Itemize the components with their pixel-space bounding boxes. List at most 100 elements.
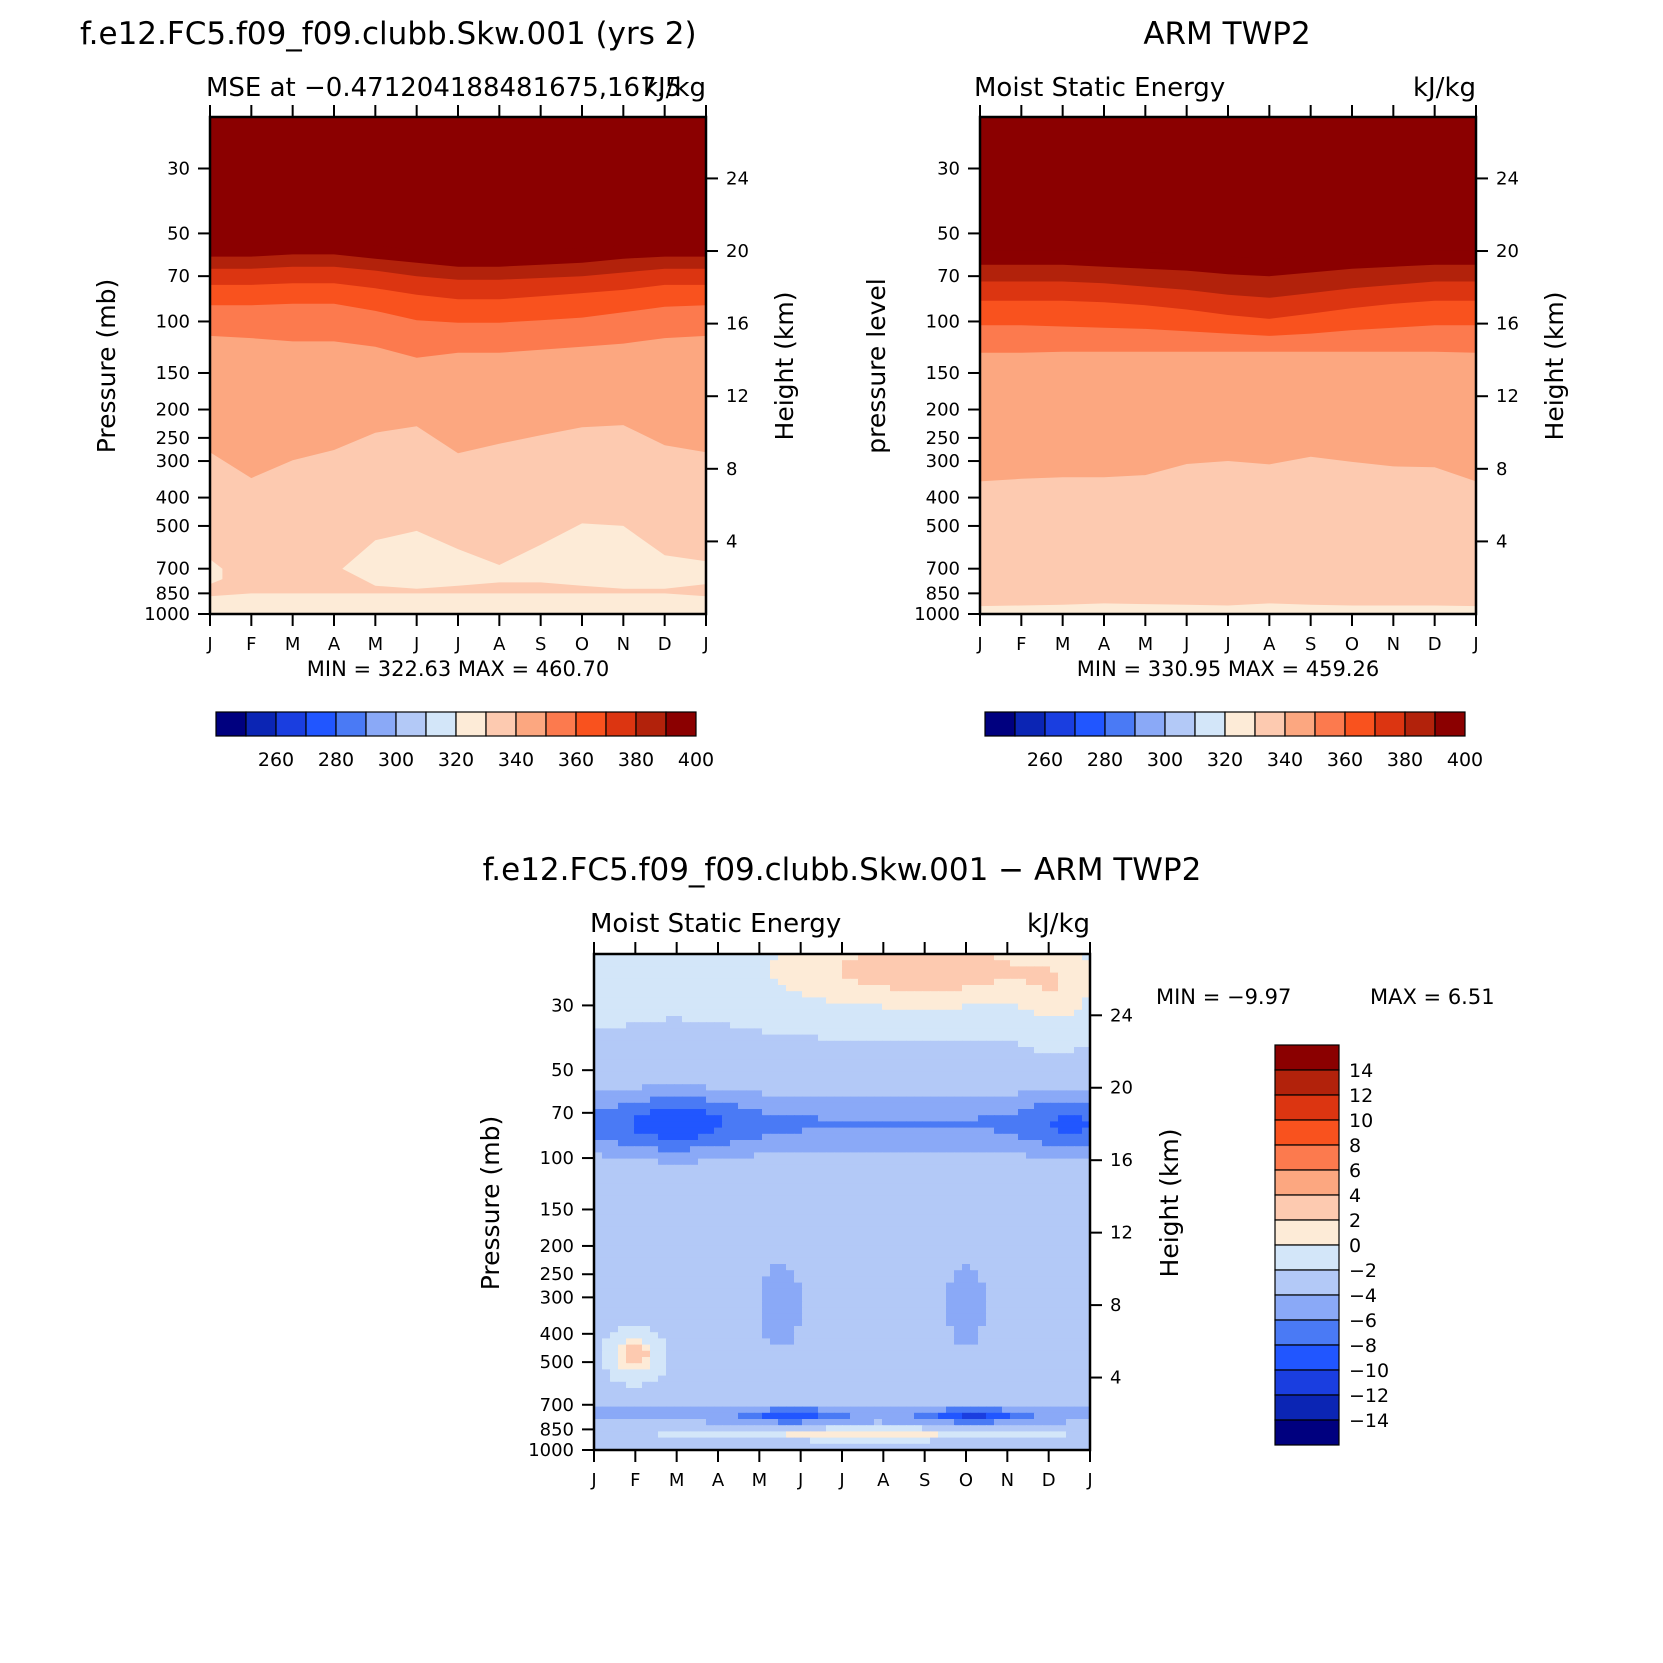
diff-cell <box>858 1022 867 1029</box>
diff-cell <box>962 954 971 961</box>
diff-cell <box>954 1189 963 1197</box>
diff-cell <box>634 1257 643 1265</box>
diff-cell <box>722 1264 731 1271</box>
diff-cell <box>634 1270 643 1277</box>
diff-cell <box>834 1338 843 1346</box>
diff-cell <box>1026 1133 1035 1141</box>
panel-obs-units: kJ/kg <box>1413 73 1476 103</box>
diff-cell <box>610 1332 619 1339</box>
diff-cell <box>1074 1270 1083 1277</box>
diff-cell <box>1074 1307 1083 1315</box>
diff-cell <box>930 985 939 992</box>
diff-cell <box>938 954 947 961</box>
diff-cell <box>706 1078 715 1085</box>
diff-cell <box>866 1003 875 1011</box>
diff-cell <box>858 1326 867 1333</box>
diff-cell <box>994 1295 1003 1302</box>
diff-cell <box>810 1177 819 1184</box>
diff-cell <box>722 1301 731 1308</box>
diff-cell <box>746 1257 755 1265</box>
diff-cell <box>770 1084 779 1091</box>
diff-cell <box>1042 1239 1051 1246</box>
diff-cell <box>1042 1009 1051 1017</box>
diff-cell <box>770 1257 779 1265</box>
diff-cell <box>986 1400 995 1408</box>
diff-cell <box>834 1326 843 1333</box>
diff-cell <box>930 1016 939 1023</box>
diff-cell <box>970 1127 979 1135</box>
diff-cell <box>642 991 651 998</box>
diff-cell <box>1082 1220 1090 1228</box>
diff-cell <box>842 1307 851 1315</box>
diff-cell <box>1002 1127 1011 1135</box>
diff-cell <box>658 1040 667 1048</box>
diff-cell <box>962 1363 971 1370</box>
diff-cell <box>930 1090 939 1098</box>
diff-cell <box>866 1350 875 1358</box>
diff-cell <box>690 1326 699 1333</box>
diff-cell <box>874 1202 883 1209</box>
diff-cell <box>834 1047 843 1054</box>
diff-cell <box>1018 1251 1027 1259</box>
y-tick-label-height: 4 <box>726 531 737 552</box>
diff-cell <box>1002 1295 1011 1302</box>
diff-cell <box>786 1009 795 1017</box>
diff-cell <box>610 1214 619 1222</box>
diff-cell <box>906 1332 915 1339</box>
diff-cell <box>1026 1195 1035 1203</box>
diff-cell <box>666 1171 675 1178</box>
diff-cell <box>1042 1394 1051 1401</box>
diff-cell <box>1050 1394 1059 1401</box>
diff-cell <box>754 1109 763 1116</box>
diff-cell <box>938 1065 947 1073</box>
diff-cell <box>874 1282 883 1290</box>
diff-cell <box>754 1363 763 1370</box>
diff-cell <box>786 1214 795 1222</box>
diff-cell <box>882 1233 891 1240</box>
diff-cell <box>650 1127 659 1135</box>
diff-cell <box>1066 978 1075 986</box>
diff-cell <box>874 1034 883 1042</box>
diff-cell <box>922 1388 931 1395</box>
diff-cell <box>930 1257 939 1265</box>
diff-cell <box>722 1412 731 1420</box>
contour-band <box>980 603 1476 614</box>
diff-cell <box>714 1344 723 1352</box>
diff-cell <box>738 1233 747 1240</box>
diff-cell <box>1010 1115 1019 1122</box>
diff-cell <box>882 1016 891 1023</box>
diff-cell <box>714 1264 723 1271</box>
diff-cell <box>730 1158 739 1166</box>
diff-cell <box>1026 1375 1035 1383</box>
diff-cell <box>634 1127 643 1135</box>
diff-cell <box>674 1146 683 1153</box>
diff-cell <box>674 1177 683 1184</box>
diff-cell <box>618 991 627 998</box>
diff-cell <box>1074 972 1083 980</box>
diff-cell <box>722 1239 731 1246</box>
diff-cell <box>682 1257 691 1265</box>
diff-cell <box>938 1152 947 1160</box>
diff-cell <box>1034 1202 1043 1209</box>
diff-cell <box>802 1084 811 1091</box>
diff-cell <box>834 1288 843 1296</box>
diff-cell <box>1082 1301 1090 1308</box>
diff-cell <box>602 1059 611 1067</box>
diff-cell <box>986 1096 995 1104</box>
diff-cell <box>954 1053 963 1060</box>
contour-band <box>210 593 706 614</box>
diff-cell <box>762 997 771 1005</box>
diff-cell <box>1018 1078 1027 1085</box>
diff-cell <box>938 1288 947 1296</box>
diff-cell <box>938 1375 947 1383</box>
diff-cell <box>1034 1295 1043 1302</box>
diff-cell <box>610 1183 619 1191</box>
diff-cell <box>890 1406 899 1414</box>
diff-cell <box>1034 1121 1043 1129</box>
diff-cell <box>682 1270 691 1277</box>
diff-cell <box>970 1326 979 1333</box>
diff-cell <box>666 1375 675 1383</box>
diff-cell <box>826 1394 835 1401</box>
diff-cell <box>666 1022 675 1029</box>
diff-cell <box>858 1152 867 1160</box>
